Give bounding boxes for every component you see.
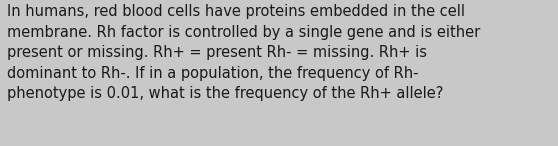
Text: In humans, red blood cells have proteins embedded in the cell
membrane. Rh facto: In humans, red blood cells have proteins… xyxy=(7,4,480,101)
